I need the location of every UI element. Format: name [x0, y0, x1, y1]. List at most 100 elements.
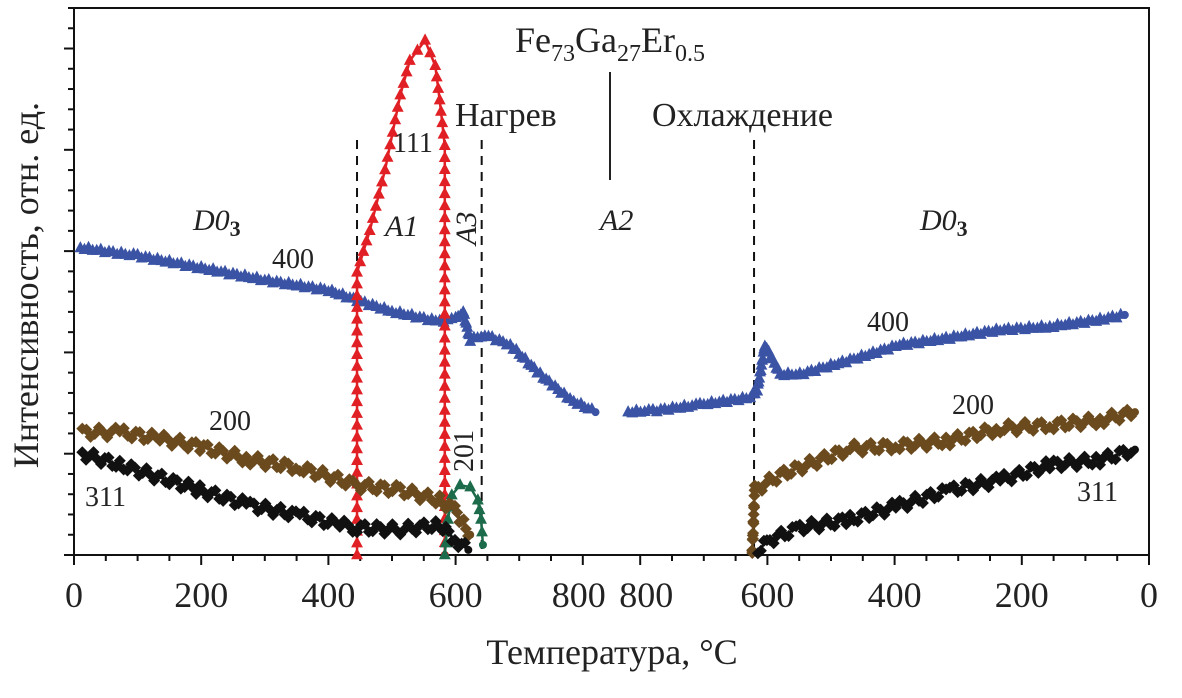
data-point-triangle	[351, 383, 363, 395]
data-point-triangle	[433, 93, 446, 105]
data-point-diamond	[747, 517, 760, 530]
data-point-triangle	[351, 277, 363, 289]
data-point-triangle	[436, 115, 449, 128]
series-label-200-cooling: 200	[952, 390, 994, 421]
data-point-triangle	[351, 430, 363, 442]
data-point-diamond	[305, 462, 318, 475]
data-point-triangle	[454, 478, 467, 490]
data-point-triangle	[461, 320, 474, 332]
data-point-triangle	[429, 58, 442, 70]
data-point-triangle	[473, 502, 486, 515]
data-point-triangle	[432, 81, 445, 93]
data-point-triangle	[438, 475, 451, 487]
data-point-triangle	[438, 210, 451, 223]
x-axis-title: Температура, °C	[486, 632, 737, 672]
series-200-heating	[76, 421, 475, 542]
data-point-diamond	[289, 505, 302, 518]
data-point-triangle	[351, 548, 363, 560]
data-point-triangle	[435, 104, 447, 116]
data-point-diamond	[747, 508, 760, 521]
data-point-diamond	[394, 481, 407, 494]
heating-label: Нагрев	[455, 97, 557, 134]
data-point-triangle	[438, 319, 451, 331]
data-point-triangle	[351, 500, 363, 513]
series-200-cooling	[746, 403, 1140, 559]
data-point-triangle	[438, 247, 451, 259]
data-point-diamond	[747, 527, 760, 540]
data-point-triangle	[475, 512, 487, 524]
axes: 0 200 400 600 800 800 600 400 200 0	[64, 7, 1158, 615]
data-point-triangle	[400, 65, 413, 77]
data-point-diamond	[442, 525, 455, 538]
data-point-end	[1131, 408, 1140, 417]
series-label-311-cooling: 311	[1077, 477, 1118, 508]
data-point-triangle	[351, 312, 363, 324]
data-point-triangle	[351, 336, 363, 348]
data-point-triangle	[437, 127, 450, 139]
data-point-diamond	[133, 426, 146, 439]
x-tick-label: 200	[174, 575, 228, 615]
data-point-triangle	[381, 150, 394, 162]
data-point-diamond	[457, 513, 470, 526]
data-point-triangle	[384, 138, 397, 150]
data-point-diamond	[851, 515, 864, 528]
data-point-diamond	[785, 467, 798, 480]
data-point-triangle	[351, 489, 363, 501]
data-point-triangle	[430, 70, 443, 82]
data-point-diamond	[825, 453, 838, 466]
data-point-triangle	[351, 324, 363, 336]
data-point-triangle	[372, 187, 385, 199]
series-label-311-heating: 311	[85, 482, 126, 513]
data-point-triangle	[438, 331, 451, 343]
series-label-400-cooling: 400	[867, 307, 909, 338]
data-point-end	[478, 540, 487, 549]
data-point-triangle	[458, 307, 471, 319]
data-point-diamond	[748, 500, 761, 513]
data-point-triangle	[351, 536, 363, 548]
data-point-end	[591, 408, 600, 417]
data-point-diamond	[874, 503, 887, 516]
data-point-triangle	[351, 394, 363, 407]
data-point-triangle	[386, 125, 399, 137]
data-point-triangle	[354, 255, 367, 267]
data-point-triangle	[438, 463, 451, 475]
data-point-triangle	[351, 442, 363, 454]
data-point-triangle	[438, 451, 451, 463]
x-tick-label: 0	[1140, 575, 1158, 615]
data-point-triangle	[438, 259, 451, 271]
data-point-triangle	[438, 162, 451, 175]
data-point-triangle	[438, 186, 451, 199]
x-tick-label: 600	[740, 575, 794, 615]
data-point-triangle	[445, 488, 458, 500]
data-point-triangle	[363, 223, 376, 236]
data-point-diamond	[458, 536, 471, 549]
x-tick-label: 400	[868, 575, 922, 615]
data-point-diamond	[209, 484, 222, 497]
data-point-diamond	[451, 506, 464, 519]
data-point-triangle	[751, 384, 764, 396]
data-point-triangle	[389, 113, 402, 125]
x-tick-label: 200	[995, 575, 1049, 615]
phase-label-d03-cooling: D03	[919, 204, 968, 241]
data-point-triangle	[438, 271, 451, 283]
x-tick-label: 800	[619, 575, 673, 615]
series-311-cooling	[751, 443, 1140, 560]
x-tick-label: 800	[552, 575, 606, 615]
data-point-triangle	[394, 88, 407, 100]
data-point-diamond	[429, 497, 442, 510]
y-axis-title: Интенсивность, отн. ед.	[6, 102, 46, 468]
data-point-triangle	[438, 379, 451, 391]
data-point-triangle	[471, 493, 484, 505]
data-point-triangle	[351, 288, 363, 301]
data-point-triangle	[351, 465, 363, 477]
data-point-diamond	[224, 490, 237, 503]
data-point-triangle	[438, 223, 451, 235]
data-point-triangle	[438, 198, 451, 211]
data-point-diamond	[1109, 453, 1122, 466]
data-point-triangle	[438, 367, 451, 379]
data-point-triangle	[438, 307, 451, 319]
data-point-triangle	[397, 76, 410, 88]
data-point-triangle	[411, 43, 424, 55]
data-point-triangle	[442, 512, 454, 524]
